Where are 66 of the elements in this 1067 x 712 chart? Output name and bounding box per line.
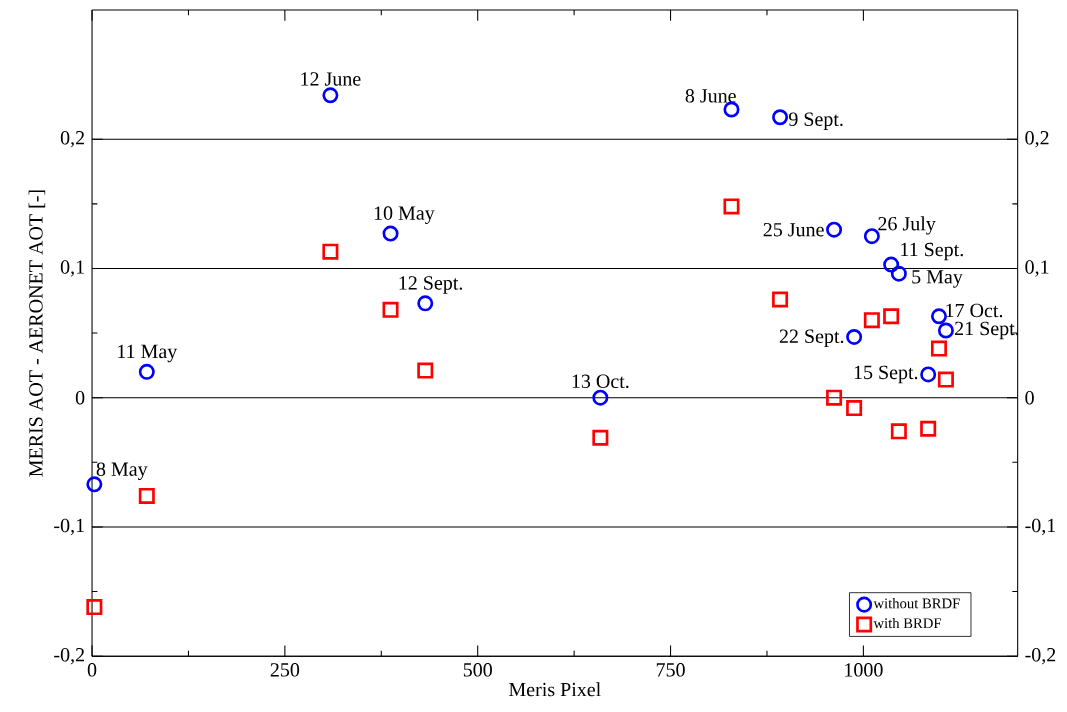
annotation: 26 July [878, 216, 936, 235]
annotation: 13 Oct. [572, 374, 629, 389]
point [920, 420, 937, 437]
point [863, 312, 880, 329]
point [920, 366, 937, 383]
point [86, 476, 103, 493]
point [883, 256, 900, 273]
y-tick-label: -0,1 [54, 518, 84, 536]
x-tick-label: 0 [87, 663, 97, 677]
annotation: 12 Sept. [399, 276, 463, 294]
y2-tick-label: 0 [1025, 390, 1034, 405]
point [883, 308, 900, 325]
point [826, 389, 843, 406]
annotation: 8 May [96, 462, 148, 480]
x-axis-title: Meris Pixel [509, 682, 601, 697]
point [322, 87, 339, 104]
point [930, 308, 947, 325]
point [890, 423, 907, 440]
y2-tick-label: -0,1 [1025, 518, 1056, 536]
annotation: 25 June [763, 222, 824, 237]
x-tick-label: 1000 [845, 663, 883, 677]
point [826, 221, 843, 238]
annotation: 17 Oct. [946, 303, 1003, 318]
point [417, 362, 434, 379]
legend-label: with BRDF [873, 617, 942, 629]
point [592, 389, 609, 406]
annotation: 22 Sept. [779, 329, 844, 347]
y2-tick-label: 0,1 [1025, 260, 1049, 277]
point [86, 598, 103, 615]
point [863, 228, 880, 245]
y-tick-label: 0 [75, 390, 85, 405]
point [322, 243, 339, 260]
point [890, 265, 907, 282]
point [138, 487, 155, 504]
y-tick-label: 0,2 [60, 130, 84, 148]
point [723, 101, 740, 118]
point [772, 109, 789, 126]
point [930, 340, 947, 357]
point [846, 328, 863, 345]
point [846, 399, 863, 416]
point [772, 291, 789, 308]
y-axis-title: MERIS AOT - AERONET AOT [-] [28, 190, 46, 477]
point [138, 363, 155, 380]
x-tick-label: 250 [270, 663, 300, 677]
point [723, 198, 740, 215]
point [937, 371, 954, 388]
annotation: 10 May [374, 206, 435, 224]
y2-tick-label: 0,2 [1025, 130, 1049, 148]
point [382, 225, 399, 242]
x-tick-label: 500 [463, 663, 492, 677]
annotation: 11 Sept. [901, 242, 963, 261]
annotation: 8 June [685, 88, 736, 103]
y-tick-label: -0,2 [54, 647, 84, 665]
annotation: 11 May [118, 344, 178, 363]
annotation: 15 Sept. [854, 365, 918, 384]
point [382, 301, 399, 318]
point [592, 429, 609, 446]
point [417, 295, 434, 312]
x-tick-label: 750 [656, 663, 685, 677]
point [937, 322, 954, 339]
annotation: 5 May [912, 270, 963, 288]
annotation: 12 June [301, 72, 361, 86]
y-tick-label: 0,1 [60, 260, 84, 277]
annotation: 9 Sept. [789, 112, 843, 130]
legend-label: without BRDF [873, 597, 960, 609]
y2-tick-label: -0,2 [1025, 647, 1056, 665]
